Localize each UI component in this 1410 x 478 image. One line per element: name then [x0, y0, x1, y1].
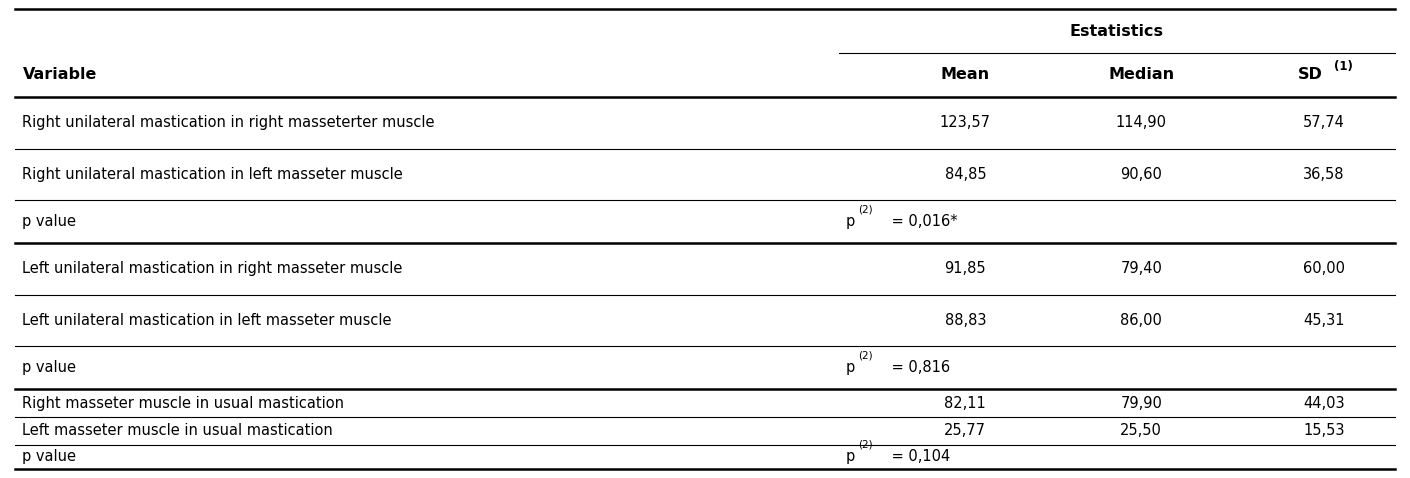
Text: SD: SD: [1297, 67, 1323, 83]
Text: p: p: [846, 214, 854, 229]
Text: Estatistics: Estatistics: [1070, 24, 1163, 39]
Text: Right unilateral mastication in left masseter muscle: Right unilateral mastication in left mas…: [23, 167, 403, 182]
Text: p: p: [846, 449, 854, 464]
Text: 57,74: 57,74: [1303, 115, 1345, 130]
Text: 25,50: 25,50: [1121, 424, 1162, 438]
Text: = 0,816: = 0,816: [887, 360, 950, 375]
Text: 88,83: 88,83: [945, 313, 986, 328]
Text: 79,90: 79,90: [1121, 395, 1162, 411]
Text: 114,90: 114,90: [1115, 115, 1166, 130]
Text: Left masseter muscle in usual mastication: Left masseter muscle in usual masticatio…: [23, 424, 333, 438]
Text: Right masseter muscle in usual mastication: Right masseter muscle in usual masticati…: [23, 395, 344, 411]
Text: = 0,016*: = 0,016*: [887, 214, 957, 229]
Text: (1): (1): [1334, 60, 1354, 73]
Text: 79,40: 79,40: [1121, 261, 1162, 276]
Text: (2): (2): [859, 440, 873, 450]
Text: 44,03: 44,03: [1303, 395, 1345, 411]
Text: (2): (2): [859, 351, 873, 361]
Text: 36,58: 36,58: [1303, 167, 1345, 182]
Text: Mean: Mean: [940, 67, 990, 83]
Text: Left unilateral mastication in right masseter muscle: Left unilateral mastication in right mas…: [23, 261, 403, 276]
Text: p value: p value: [23, 360, 76, 375]
Text: 15,53: 15,53: [1303, 424, 1345, 438]
Text: 60,00: 60,00: [1303, 261, 1345, 276]
Text: 45,31: 45,31: [1303, 313, 1345, 328]
Text: 82,11: 82,11: [945, 395, 986, 411]
Text: (2): (2): [859, 205, 873, 215]
Text: 25,77: 25,77: [945, 424, 987, 438]
Text: Left unilateral mastication in left masseter muscle: Left unilateral mastication in left mass…: [23, 313, 392, 328]
Text: 123,57: 123,57: [940, 115, 991, 130]
Text: = 0,104: = 0,104: [887, 449, 950, 464]
Text: 90,60: 90,60: [1121, 167, 1162, 182]
Text: p value: p value: [23, 449, 76, 464]
Text: p value: p value: [23, 214, 76, 229]
Text: Variable: Variable: [23, 67, 97, 83]
Text: 84,85: 84,85: [945, 167, 986, 182]
Text: 91,85: 91,85: [945, 261, 986, 276]
Text: 86,00: 86,00: [1121, 313, 1162, 328]
Text: p: p: [846, 360, 854, 375]
Text: Median: Median: [1108, 67, 1175, 83]
Text: Right unilateral mastication in right masseterter muscle: Right unilateral mastication in right ma…: [23, 115, 436, 130]
